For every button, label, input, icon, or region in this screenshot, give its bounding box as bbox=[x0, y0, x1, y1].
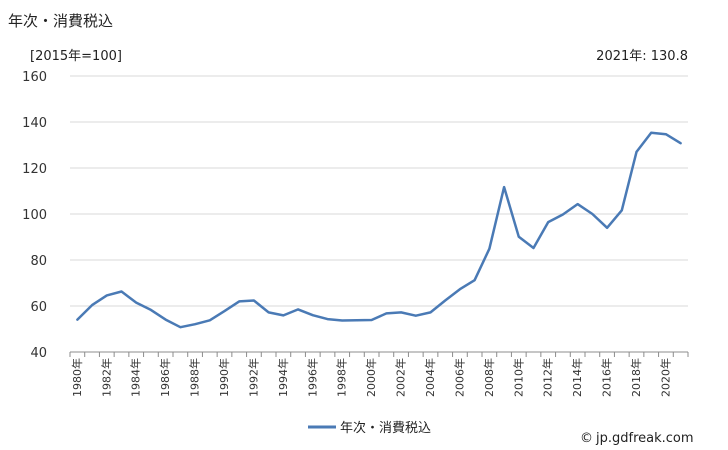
x-tick-label: 2002年 bbox=[394, 358, 408, 397]
x-tick-label: 1996年 bbox=[305, 358, 319, 397]
unit-label: [2015年=100] bbox=[30, 49, 122, 64]
data-point bbox=[297, 308, 299, 311]
data-point bbox=[503, 186, 505, 188]
copyright: © jp.gdfreak.com bbox=[580, 431, 694, 446]
data-point bbox=[591, 213, 593, 215]
data-point bbox=[665, 133, 667, 135]
grid bbox=[70, 75, 688, 307]
x-tick-label: 2008年 bbox=[482, 358, 496, 397]
data-point bbox=[562, 213, 564, 216]
data-point bbox=[459, 288, 461, 290]
data-point bbox=[400, 311, 402, 314]
data-point bbox=[429, 311, 432, 314]
legend-label: 年次・消費税込 bbox=[340, 420, 431, 436]
y-tick-label: 140 bbox=[22, 116, 47, 131]
x-tick-label: 2012年 bbox=[541, 358, 555, 397]
data-point bbox=[385, 312, 387, 314]
copyright-icon: © bbox=[580, 431, 593, 446]
data-point bbox=[680, 142, 682, 144]
data-point bbox=[650, 132, 652, 134]
data-point bbox=[268, 311, 270, 314]
x-tick-label: 1982年 bbox=[99, 358, 113, 397]
y-tick-label: 80 bbox=[30, 254, 47, 269]
data-point bbox=[371, 319, 373, 321]
y-tick-label: 120 bbox=[22, 162, 47, 177]
data-point bbox=[106, 294, 108, 297]
data-point bbox=[194, 323, 196, 325]
data-point bbox=[356, 319, 358, 321]
data-point bbox=[209, 319, 211, 321]
data-point bbox=[341, 319, 343, 322]
data-point bbox=[312, 314, 314, 316]
data-point bbox=[488, 248, 490, 250]
latest-value-annotation: 2021年: 130.8 bbox=[596, 49, 688, 64]
x-tick-label: 1992年 bbox=[246, 358, 260, 397]
data-point bbox=[179, 326, 181, 328]
x-tick-label: 1988年 bbox=[188, 358, 202, 397]
data-point bbox=[547, 221, 549, 223]
data-point bbox=[165, 318, 167, 321]
chart-title: 年次・消費税込 bbox=[8, 12, 113, 30]
data-point bbox=[606, 227, 608, 229]
data-point bbox=[444, 299, 446, 302]
y-tick-label: 40 bbox=[30, 346, 47, 361]
data-point bbox=[238, 300, 240, 302]
x-tick-label: 1990年 bbox=[217, 358, 231, 397]
data-point bbox=[474, 279, 476, 281]
data-point bbox=[282, 314, 284, 317]
data-point bbox=[223, 310, 226, 312]
data-point bbox=[577, 203, 579, 205]
data-point bbox=[326, 318, 329, 320]
data-point bbox=[76, 318, 78, 321]
y-tick-label: 100 bbox=[22, 208, 47, 223]
x-tick-label: 2000年 bbox=[364, 358, 378, 397]
data-point bbox=[120, 290, 123, 293]
data-point bbox=[518, 236, 520, 238]
x-axis: 1980年 1982年 1984年 1986年 1988年 1990年 1992年 1994年… bbox=[69, 351, 689, 397]
x-tick-label: 2014年 bbox=[570, 358, 584, 397]
data-point bbox=[150, 309, 152, 311]
x-tick-label: 2018年 bbox=[629, 358, 643, 397]
y-tick-label: 60 bbox=[30, 300, 47, 315]
x-tick-label: 2010年 bbox=[511, 358, 525, 397]
data-point bbox=[253, 299, 255, 302]
y-tick-label: 160 bbox=[22, 70, 47, 85]
x-tick-label: 2004年 bbox=[423, 358, 437, 397]
x-tick-label: 2020年 bbox=[658, 358, 672, 397]
data-point bbox=[415, 315, 417, 317]
x-tick-label: 1986年 bbox=[158, 358, 172, 397]
copyright-text: jp.gdfreak.com bbox=[595, 431, 694, 446]
data-point bbox=[635, 151, 638, 153]
x-tick-label: 1980年 bbox=[70, 358, 84, 397]
series-line bbox=[76, 131, 682, 329]
x-tick-label: 2006年 bbox=[452, 358, 466, 397]
data-point bbox=[621, 209, 623, 211]
data-point bbox=[91, 304, 93, 306]
x-tick-label: 1994年 bbox=[276, 358, 290, 397]
x-tick-label: 2016年 bbox=[600, 358, 614, 397]
data-point bbox=[532, 247, 535, 249]
y-axis: 40 60 80 100 120 140 160 bbox=[22, 70, 47, 361]
legend: 年次・消費税込 bbox=[308, 420, 431, 436]
x-tick-label: 1998年 bbox=[335, 358, 349, 397]
x-tick-label: 1984年 bbox=[129, 358, 143, 397]
series-group bbox=[76, 131, 682, 329]
data-point bbox=[135, 301, 137, 304]
